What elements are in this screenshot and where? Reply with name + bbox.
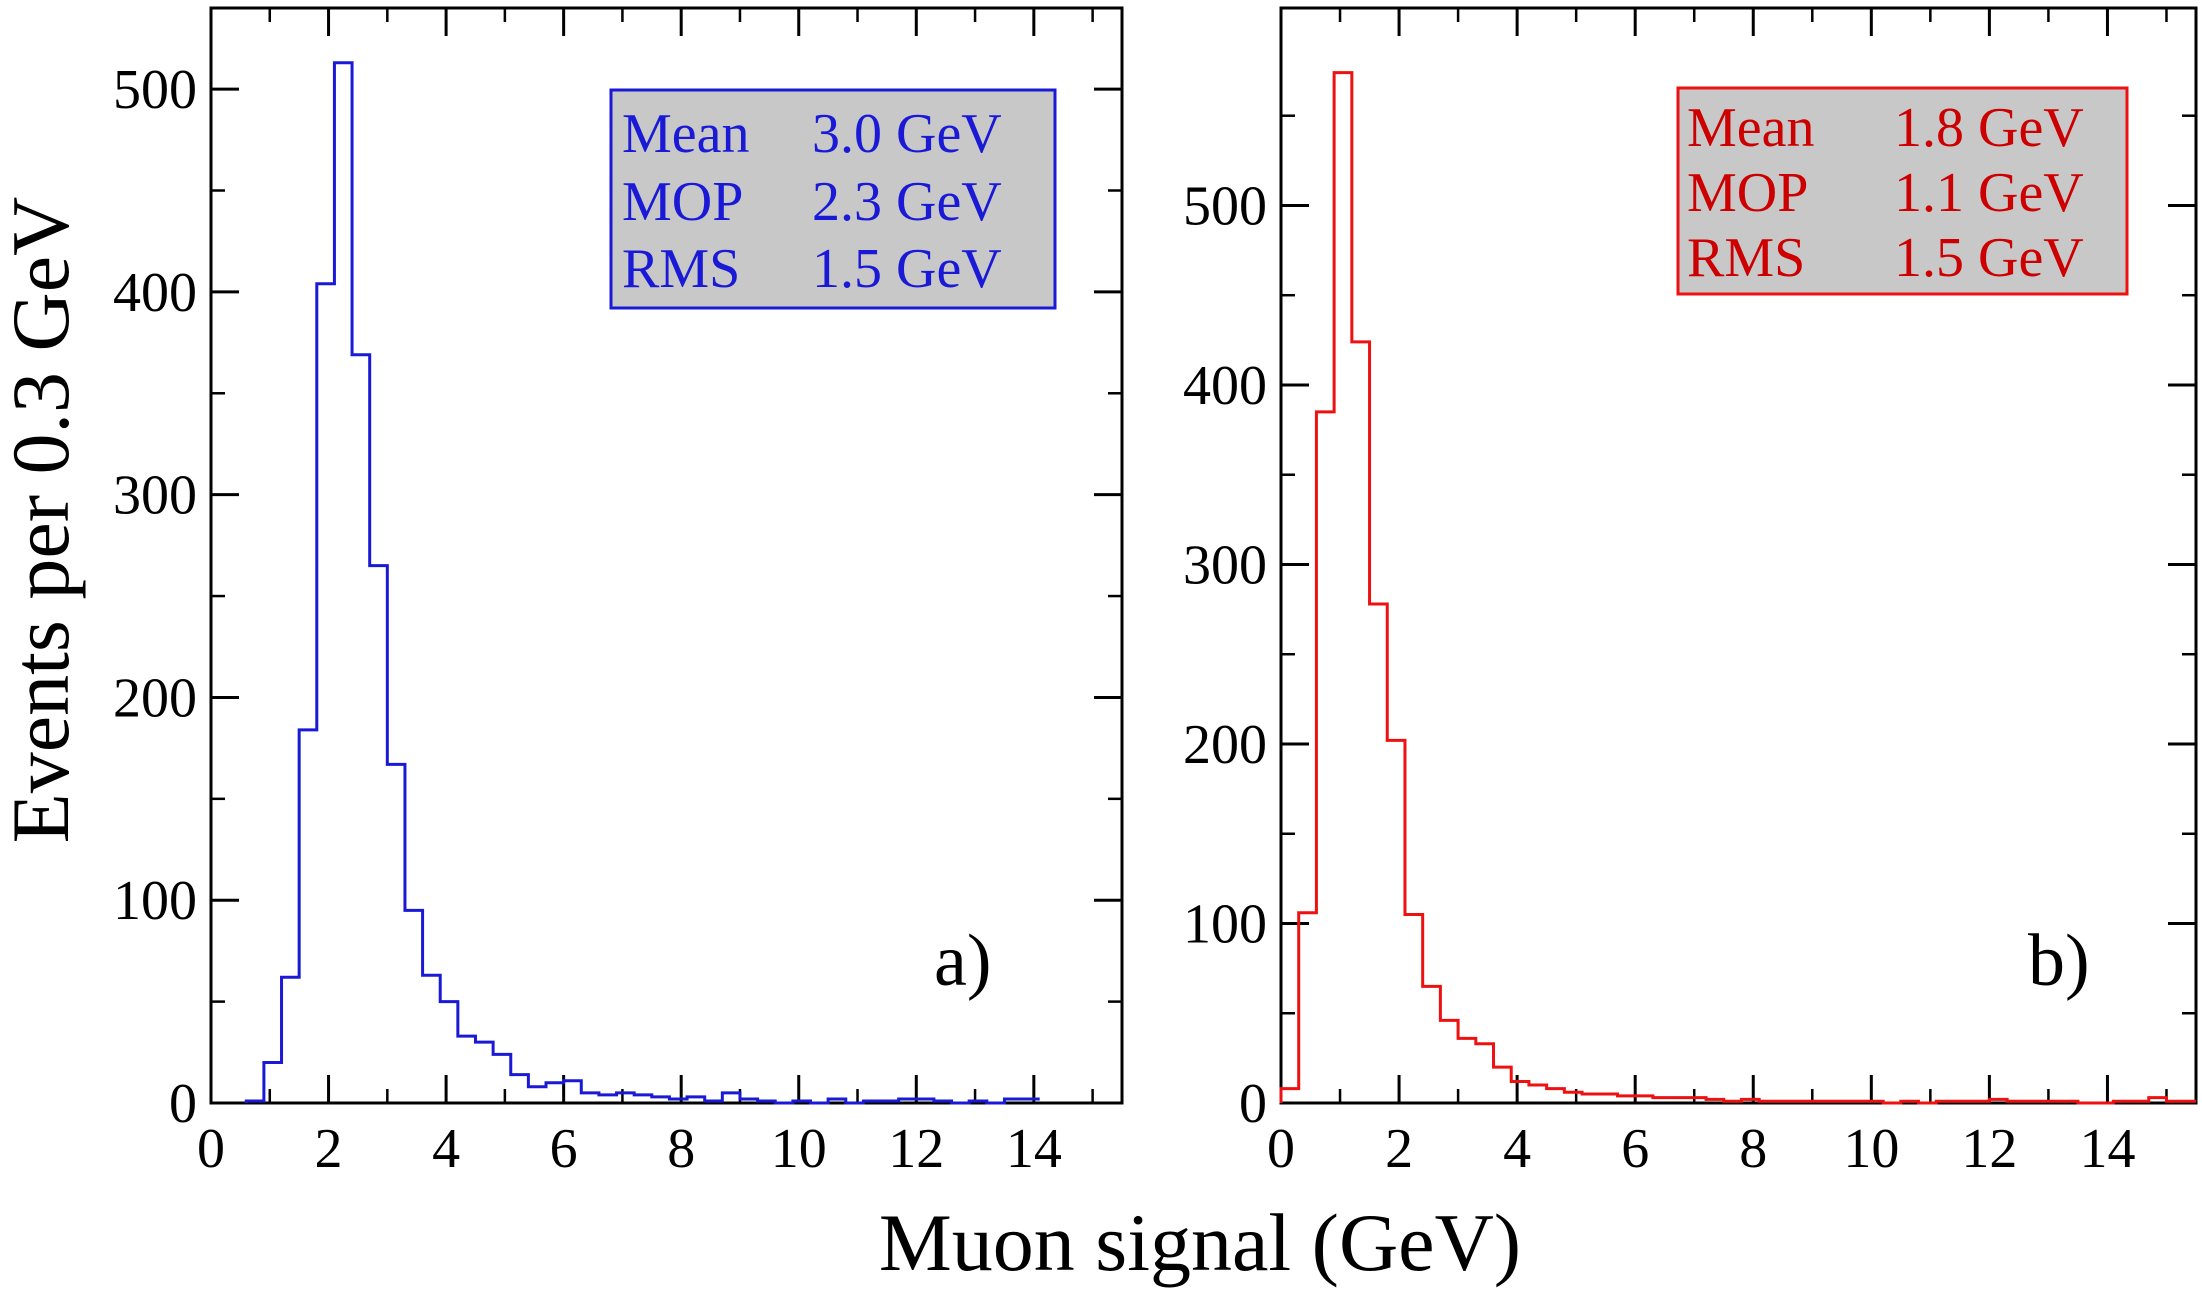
stats-b-label-2: RMS [1687, 227, 1805, 289]
y-tick-label-b: 400 [1183, 355, 1267, 417]
axis-ticks-b [1279, 8, 2196, 1105]
histogram-b [1279, 71, 2196, 1105]
y-tick-label-b: 500 [1183, 175, 1267, 237]
plot-frame-a [209, 6, 1124, 1105]
stats-b-label-0: Mean [1687, 97, 1815, 159]
stats-b-value-0: 1.8 GeV [1894, 97, 2084, 159]
stats-b-value-2: 1.5 GeV [1894, 227, 2084, 289]
stats-box-a: Mean 3.0 GeV MOP 2.3 GeV RMS 1.5 GeV [609, 88, 1057, 310]
x-axis-title: Muon signal (GeV) [879, 1197, 1521, 1288]
stats-a-value-1: 2.3 GeV [812, 171, 1002, 233]
x-tick-label-b: 0 [1267, 1118, 1295, 1180]
x-tick-label-b: 4 [1503, 1118, 1531, 1180]
y-tick-label-a: 400 [113, 262, 197, 324]
tick-labels-a: 0 2 4 6 8 10 12 14 0 100 200 300 400 500 [113, 59, 1062, 1180]
x-tick-label-a: 14 [1006, 1118, 1062, 1180]
panel-b: 0 2 4 6 8 10 12 14 0 100 200 300 400 500 Mean 1.8 GeV… [1183, 6, 2198, 1180]
plot-frame-b [1279, 6, 2198, 1105]
panel-label-b: b) [2028, 920, 2090, 1002]
stats-a-label-0: Mean [622, 103, 750, 165]
x-tick-label-a: 4 [432, 1118, 460, 1180]
x-tick-label-b: 2 [1385, 1118, 1413, 1180]
stats-b-value-1: 1.1 GeV [1894, 162, 2084, 224]
x-tick-label-a: 10 [771, 1118, 827, 1180]
panel-a: 0 2 4 6 8 10 12 14 0 100 200 300 400 500 Mean 3.0 GeV… [113, 6, 1124, 1180]
stats-b-label-1: MOP [1687, 162, 1808, 224]
x-tick-label-b: 10 [1843, 1118, 1899, 1180]
stats-a-label-2: RMS [622, 238, 740, 300]
stats-a-label-1: MOP [622, 171, 743, 233]
x-tick-label-a: 0 [197, 1118, 225, 1180]
stats-a-value-2: 1.5 GeV [812, 238, 1002, 300]
x-tick-label-b: 6 [1621, 1118, 1649, 1180]
x-tick-label-a: 12 [888, 1118, 944, 1180]
y-tick-label-a: 300 [113, 465, 197, 527]
stats-a-value-0: 3.0 GeV [812, 103, 1002, 165]
stats-box-b: Mean 1.8 GeV MOP 1.1 GeV RMS 1.5 GeV [1676, 86, 2129, 296]
y-tick-label-a: 0 [169, 1073, 197, 1135]
y-axis-title: Events per 0.3 GeV [0, 197, 86, 844]
x-tick-label-b: 12 [1961, 1118, 2017, 1180]
y-tick-label-b: 0 [1239, 1073, 1267, 1135]
y-tick-label-a: 500 [113, 59, 197, 121]
y-tick-label-a: 200 [113, 667, 197, 729]
x-tick-label-a: 2 [315, 1118, 343, 1180]
histogram-a [244, 61, 1040, 1105]
y-tick-label-a: 100 [113, 870, 197, 932]
y-tick-label-b: 200 [1183, 714, 1267, 776]
tick-labels-b: 0 2 4 6 8 10 12 14 0 100 200 300 400 500 [1183, 175, 2135, 1180]
y-tick-label-b: 300 [1183, 534, 1267, 596]
x-tick-label-b: 8 [1739, 1118, 1767, 1180]
x-tick-label-a: 6 [550, 1118, 578, 1180]
panel-label-a: a) [934, 920, 992, 1002]
x-tick-label-b: 14 [2079, 1118, 2135, 1180]
x-tick-label-a: 8 [667, 1118, 695, 1180]
y-tick-label-b: 100 [1183, 893, 1267, 955]
